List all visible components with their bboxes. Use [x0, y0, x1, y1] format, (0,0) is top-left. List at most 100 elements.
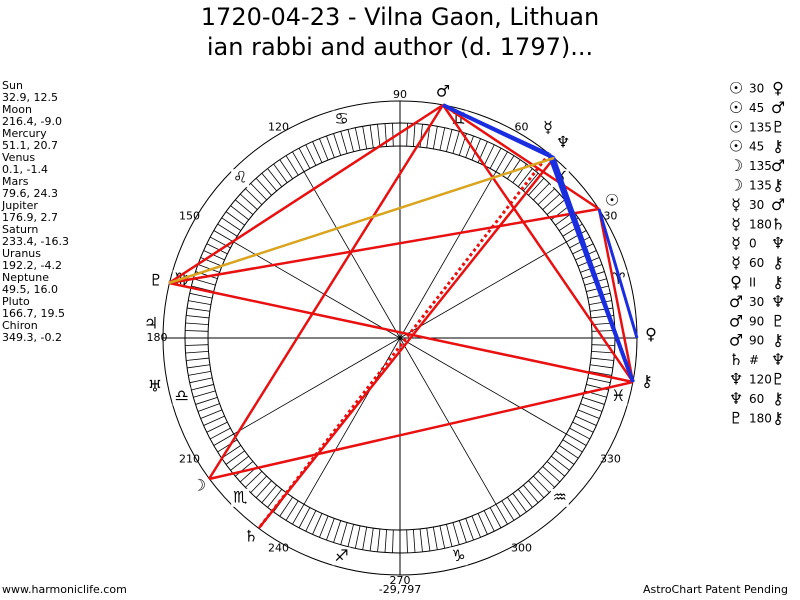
- ring-tick: [439, 525, 446, 549]
- ring-tick: [528, 177, 545, 196]
- planet-name: Moon: [2, 103, 32, 116]
- degree-label: 270: [390, 574, 411, 587]
- planet-position: 349.3, -0.2: [2, 331, 62, 344]
- ring-tick: [495, 151, 508, 172]
- aspect-angle: 30: [749, 295, 764, 309]
- zodiac-sign: ♐: [334, 546, 348, 565]
- ring-tick: [569, 427, 591, 440]
- degree-label: 120: [268, 121, 289, 134]
- ring-tick: [465, 518, 474, 541]
- aspect-planet: ♆: [729, 370, 743, 389]
- ring-tick: [273, 163, 288, 183]
- degree-label: 300: [511, 541, 532, 554]
- ring-tick: [245, 188, 263, 205]
- aspect-planet: ♆: [771, 292, 785, 311]
- planet-position: 51.1, 20.7: [2, 139, 58, 152]
- planet-position: 32.9, 12.5: [2, 91, 58, 104]
- ring-tick: [528, 480, 545, 499]
- planet-position: 0.1, -1.4: [2, 163, 48, 176]
- planet-glyph: ♄: [244, 527, 258, 546]
- ring-tick: [589, 370, 612, 376]
- ring-tick: [206, 243, 228, 255]
- degree-label: 150: [179, 210, 200, 223]
- spoke: [303, 337, 401, 505]
- planet-name: Mercury: [2, 127, 47, 140]
- planet-name: Jupiter: [1, 199, 38, 212]
- aspect-angle: 60: [749, 392, 764, 406]
- ring-tick: [185, 344, 209, 346]
- aspect-planet: ♆: [771, 350, 785, 369]
- planet-name: Sun: [2, 79, 23, 92]
- aspect-line: [442, 103, 550, 156]
- planet-name: Venus: [2, 151, 35, 164]
- ring-tick: [225, 450, 245, 465]
- ring-tick: [542, 466, 561, 483]
- aspect-planet: ☉: [729, 79, 743, 98]
- aspect-line: [207, 104, 445, 480]
- degree-label: 90: [393, 88, 407, 101]
- aspect-planet: ☿: [731, 234, 741, 253]
- ring-tick: [501, 155, 515, 176]
- ring-tick: [392, 123, 394, 147]
- ring-tick: [197, 264, 220, 273]
- ring-tick: [292, 504, 305, 525]
- aspect-angle: II: [749, 276, 756, 290]
- ring-tick: [477, 513, 488, 535]
- aspect-angle: 90: [749, 314, 764, 328]
- ring-tick: [589, 300, 612, 306]
- aspect-planet: ☉: [729, 98, 743, 117]
- ring-tick: [292, 151, 305, 172]
- aspect-line: [168, 103, 444, 285]
- aspect-planet: ☽: [729, 176, 743, 195]
- ring-tick: [546, 199, 565, 215]
- ring-tick: [267, 168, 283, 187]
- ring-tick: [312, 141, 323, 163]
- ring-tick: [580, 403, 603, 412]
- aspect-planet: ♇: [771, 117, 785, 136]
- ring-tick: [412, 123, 416, 147]
- ring-tick: [489, 507, 502, 529]
- aspect-angle: 135: [749, 159, 772, 173]
- ring-tick: [537, 188, 555, 205]
- ring-tick: [362, 126, 368, 149]
- ring-tick: [591, 330, 615, 332]
- planet-glyph: ♆: [556, 133, 570, 152]
- ring-tick: [298, 147, 311, 169]
- planet-glyph: ♃: [144, 314, 158, 333]
- ring-tick: [221, 217, 242, 231]
- ring-tick: [512, 493, 527, 513]
- ring-tick: [261, 173, 277, 192]
- ring-tick: [206, 421, 228, 433]
- degree-label: 180: [147, 331, 168, 344]
- ring-tick: [566, 230, 587, 243]
- ring-tick: [203, 415, 225, 426]
- ring-tick: [235, 461, 254, 477]
- planet-position: 79.6, 24.3: [2, 187, 58, 200]
- aspect-angle: 45: [749, 140, 764, 154]
- aspect-angle: #: [749, 353, 759, 367]
- ring-tick: [572, 421, 594, 433]
- aspect-planet: ♇: [771, 311, 785, 330]
- ring-tick: [542, 193, 561, 210]
- aspect-planet: ♂: [729, 311, 743, 330]
- ring-tick: [217, 439, 238, 453]
- spoke: [399, 171, 497, 339]
- sign-bg: [550, 488, 569, 507]
- ring-tick: [333, 520, 342, 543]
- ring-tick: [195, 396, 218, 405]
- aspect-planet: ⚷: [772, 331, 784, 350]
- aspect-angle: 135: [749, 120, 772, 134]
- aspect-planet: ♂: [771, 98, 785, 117]
- ring-tick: [217, 223, 238, 237]
- ring-tick: [369, 528, 374, 551]
- aspect-angle: 180: [749, 411, 772, 425]
- ring-tick: [188, 300, 211, 306]
- ring-tick: [185, 350, 209, 354]
- ring-tick: [203, 250, 225, 261]
- ring-tick: [354, 525, 361, 549]
- planet-glyph: ♂: [436, 82, 450, 101]
- ring-tick: [419, 124, 423, 148]
- ring-tick: [426, 528, 431, 551]
- title-line: ian rabbi and author (d. 1797)...: [207, 33, 593, 61]
